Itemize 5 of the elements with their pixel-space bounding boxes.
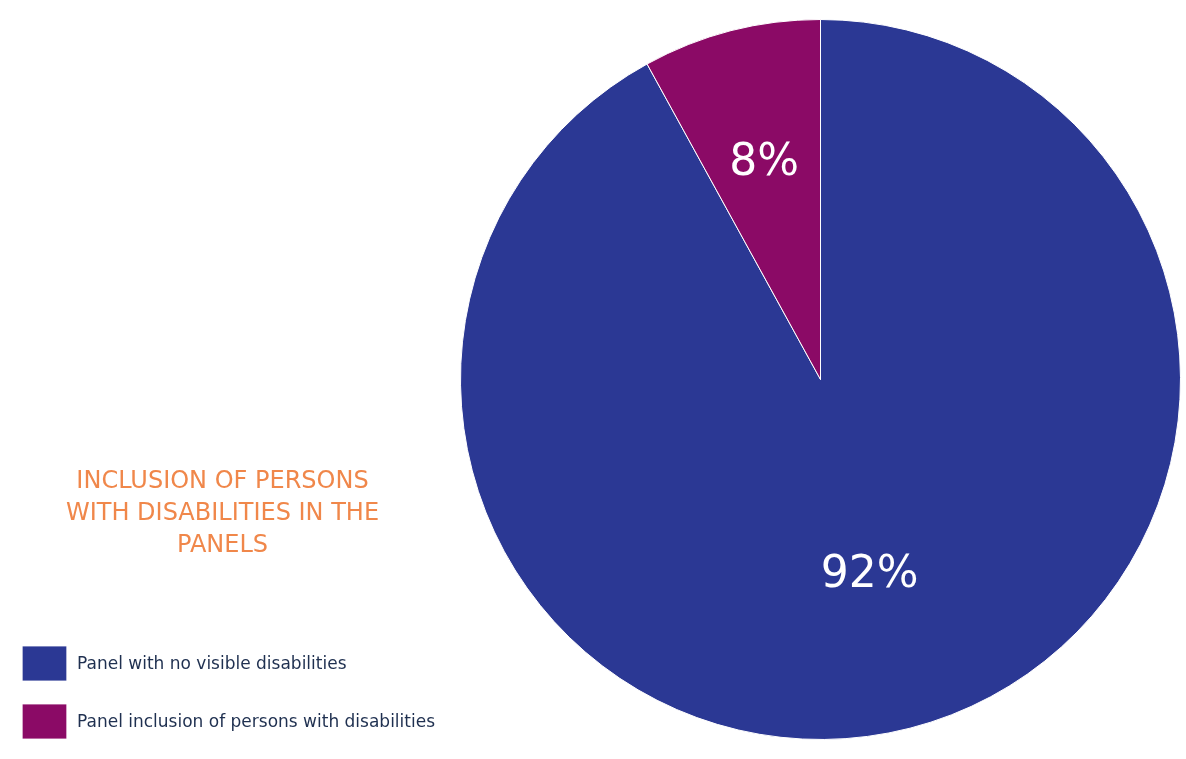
legend-label: Panel inclusion of persons with disabilities bbox=[77, 711, 436, 731]
legend-label: Panel with no visible disabilities bbox=[77, 653, 347, 673]
data-label: 92% bbox=[820, 545, 919, 597]
text: INCLUSION OF PERSONS WITH DISABILITIES IN THE PANELS bbox=[65, 465, 380, 558]
data-label: 8% bbox=[729, 134, 800, 186]
